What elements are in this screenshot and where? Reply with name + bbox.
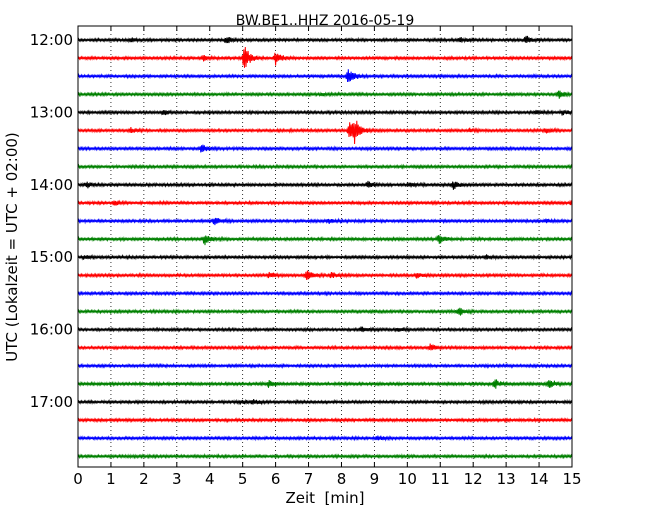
y-ticks: 12:00 13:00 14:00 15:00 16:00 17:00 <box>30 31 83 411</box>
x-tick-label: 13 <box>497 470 516 488</box>
x-tick-label: 9 <box>370 470 380 488</box>
x-tick-label: 3 <box>172 470 182 488</box>
x-tick-label: 14 <box>530 470 549 488</box>
trace-line <box>77 120 573 145</box>
x-tick-label: 15 <box>562 470 581 488</box>
y-tick-label: 14:00 <box>30 176 73 194</box>
plot-frame <box>77 25 573 468</box>
y-tick-label: 13:00 <box>30 103 73 121</box>
x-tick-label: 2 <box>139 470 149 488</box>
x-tick-label: 7 <box>304 470 314 488</box>
y-tick-label: 16:00 <box>30 321 73 339</box>
y-tick-label: 17:00 <box>30 393 73 411</box>
x-tick-label: 6 <box>271 470 281 488</box>
y-tick-label: 15:00 <box>30 248 73 266</box>
trace-line <box>77 235 573 246</box>
grid-lines <box>110 26 540 467</box>
x-tick-label: 0 <box>73 470 83 488</box>
x-axis-label: Zeit [min] <box>285 489 364 507</box>
x-ticks: 0 1 2 3 4 5 6 7 8 9 10 11 12 13 14 15 <box>73 26 582 488</box>
x-tick-label: 4 <box>205 470 215 488</box>
chart-title: BW.BE1..HHZ 2016-05-19 <box>236 13 415 29</box>
x-tick-label: 10 <box>398 470 417 488</box>
x-tick-label: 1 <box>106 470 116 488</box>
x-tick-label: 12 <box>464 470 483 488</box>
x-tick-label: 8 <box>337 470 347 488</box>
trace-group <box>77 35 573 460</box>
y-axis-label: UTC (Lokalzeit = UTC + 02:00) <box>3 132 21 362</box>
y-tick-label: 12:00 <box>30 31 73 49</box>
x-tick-label: 11 <box>431 470 450 488</box>
x-tick-label: 5 <box>238 470 248 488</box>
